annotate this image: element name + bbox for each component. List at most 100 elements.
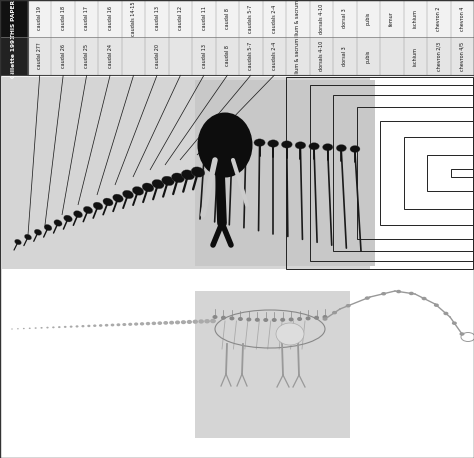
Ellipse shape [83, 206, 93, 214]
Text: caudal 27?: caudal 27? [37, 43, 42, 69]
Text: caudal 24: caudal 24 [108, 44, 113, 68]
Text: caudals 2-4: caudals 2-4 [272, 5, 277, 33]
Ellipse shape [169, 321, 174, 325]
Ellipse shape [198, 113, 253, 178]
Bar [310, 85, 473, 261]
Text: pubis: pubis [366, 49, 371, 63]
Ellipse shape [309, 142, 319, 150]
Text: femur: femur [389, 11, 394, 26]
Ellipse shape [434, 304, 439, 307]
Ellipse shape [254, 139, 265, 147]
Ellipse shape [282, 141, 292, 148]
Ellipse shape [182, 170, 195, 180]
Ellipse shape [229, 316, 235, 321]
Ellipse shape [452, 322, 457, 325]
Text: ischium: ischium [413, 47, 418, 65]
Text: chevron 2/3: chevron 2/3 [436, 41, 441, 71]
Bar [333, 95, 473, 251]
Ellipse shape [70, 326, 73, 328]
Bar [403, 137, 473, 209]
Text: caudal 20: caudal 20 [155, 44, 160, 68]
Ellipse shape [409, 292, 414, 295]
Ellipse shape [268, 140, 279, 147]
Text: caudals 14-15: caudals 14-15 [131, 1, 136, 36]
Text: caudal 8: caudal 8 [225, 45, 230, 66]
Ellipse shape [128, 323, 132, 326]
Text: chevron 4: chevron 4 [460, 6, 465, 31]
Ellipse shape [314, 316, 319, 320]
Ellipse shape [322, 315, 328, 319]
Bar [380, 121, 473, 225]
Ellipse shape [255, 318, 260, 322]
Ellipse shape [142, 183, 154, 192]
Ellipse shape [64, 326, 66, 328]
Ellipse shape [140, 322, 144, 326]
Bar [450, 169, 473, 177]
Ellipse shape [172, 173, 184, 183]
Ellipse shape [295, 142, 306, 149]
Ellipse shape [93, 324, 96, 327]
Ellipse shape [146, 322, 150, 325]
Ellipse shape [365, 296, 370, 300]
Text: caudal 13: caudal 13 [201, 44, 207, 68]
Ellipse shape [332, 311, 337, 314]
Ellipse shape [238, 317, 243, 321]
Bar [2, 77, 370, 269]
Text: pubis: pubis [366, 12, 371, 25]
Text: caudal 26: caudal 26 [61, 44, 66, 68]
Ellipse shape [396, 290, 401, 293]
Ellipse shape [199, 135, 211, 143]
Bar [356, 107, 473, 239]
Ellipse shape [113, 194, 123, 202]
Ellipse shape [23, 328, 25, 329]
Ellipse shape [322, 144, 333, 151]
Ellipse shape [272, 318, 277, 322]
Ellipse shape [192, 320, 198, 324]
Ellipse shape [212, 315, 218, 319]
Text: dorsal 3: dorsal 3 [342, 9, 347, 28]
Text: ilium & sacrum: ilium & sacrum [295, 0, 301, 37]
Ellipse shape [117, 323, 120, 326]
Ellipse shape [46, 327, 49, 328]
Ellipse shape [289, 317, 294, 322]
Ellipse shape [82, 325, 84, 327]
Ellipse shape [280, 318, 285, 322]
Ellipse shape [204, 319, 210, 323]
Ellipse shape [44, 224, 52, 231]
Ellipse shape [15, 239, 21, 245]
Text: caudal 12: caudal 12 [178, 6, 183, 31]
Ellipse shape [421, 297, 427, 300]
Ellipse shape [346, 304, 351, 307]
Bar [0, 37, 474, 75]
Text: Gillette 1991: Gillette 1991 [11, 34, 17, 77]
Text: ischium: ischium [413, 9, 418, 28]
Ellipse shape [75, 325, 79, 327]
Ellipse shape [227, 137, 238, 145]
Ellipse shape [35, 327, 36, 329]
Bar [0, 0, 28, 37]
Ellipse shape [181, 320, 186, 324]
Text: caudal 16: caudal 16 [108, 6, 113, 31]
Text: chevron 4/5: chevron 4/5 [460, 41, 465, 71]
Text: ilium & sacrum: ilium & sacrum [295, 38, 301, 75]
Ellipse shape [105, 324, 109, 327]
Text: dorsal 3: dorsal 3 [342, 46, 347, 66]
Text: chevron 2: chevron 2 [436, 6, 441, 31]
Ellipse shape [322, 317, 328, 321]
Ellipse shape [54, 220, 62, 226]
Ellipse shape [93, 202, 103, 210]
Bar [0, 0, 474, 37]
Ellipse shape [110, 323, 114, 327]
Text: caudal 19: caudal 19 [37, 6, 42, 30]
Ellipse shape [40, 327, 43, 329]
Text: dorsals 4-10: dorsals 4-10 [319, 41, 324, 71]
Text: caudal 13: caudal 13 [155, 6, 160, 31]
Ellipse shape [103, 198, 113, 206]
Text: caudals 5-7: caudals 5-7 [248, 42, 254, 70]
Text: caudal 18: caudal 18 [61, 6, 66, 31]
Ellipse shape [152, 180, 164, 189]
Ellipse shape [11, 328, 13, 330]
Ellipse shape [73, 211, 82, 218]
Ellipse shape [240, 138, 252, 146]
Ellipse shape [175, 321, 180, 324]
